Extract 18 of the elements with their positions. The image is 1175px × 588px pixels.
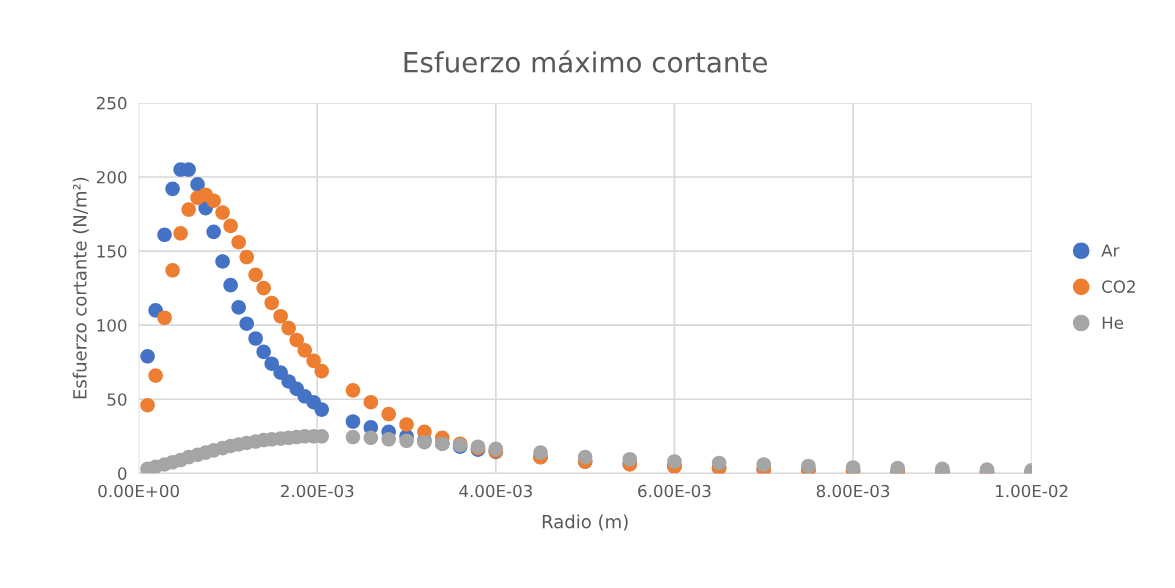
x-axis-title: Radio (m) xyxy=(542,514,628,531)
x-tick-label: 1.00E-02 xyxy=(996,484,1068,498)
y-tick-label: 0 xyxy=(118,467,127,480)
legend-label: CO2 xyxy=(1102,280,1135,293)
legend-label: He xyxy=(1102,316,1124,330)
x-tick-label: 6.00E-03 xyxy=(638,484,711,498)
y-tick-label: 50 xyxy=(107,393,127,406)
x-tick-label: 0.00E+00 xyxy=(98,484,179,498)
chart-title: Esfuerzo máximo cortante xyxy=(404,50,767,73)
legend-label: Ar xyxy=(1101,244,1120,257)
x-tick-label: 4.00E-03 xyxy=(459,484,532,498)
y-tick-label: 150 xyxy=(97,245,127,258)
x-tick-label: 2.00E-03 xyxy=(281,484,354,498)
y-tick-label: 200 xyxy=(96,170,127,184)
y-axis-title: Esfuerzo cortante (N/m²) xyxy=(72,177,89,399)
y-tick-label: 250 xyxy=(96,96,127,110)
x-tick-label: 8.00E-03 xyxy=(816,484,890,498)
y-tick-label: 100 xyxy=(97,319,127,332)
